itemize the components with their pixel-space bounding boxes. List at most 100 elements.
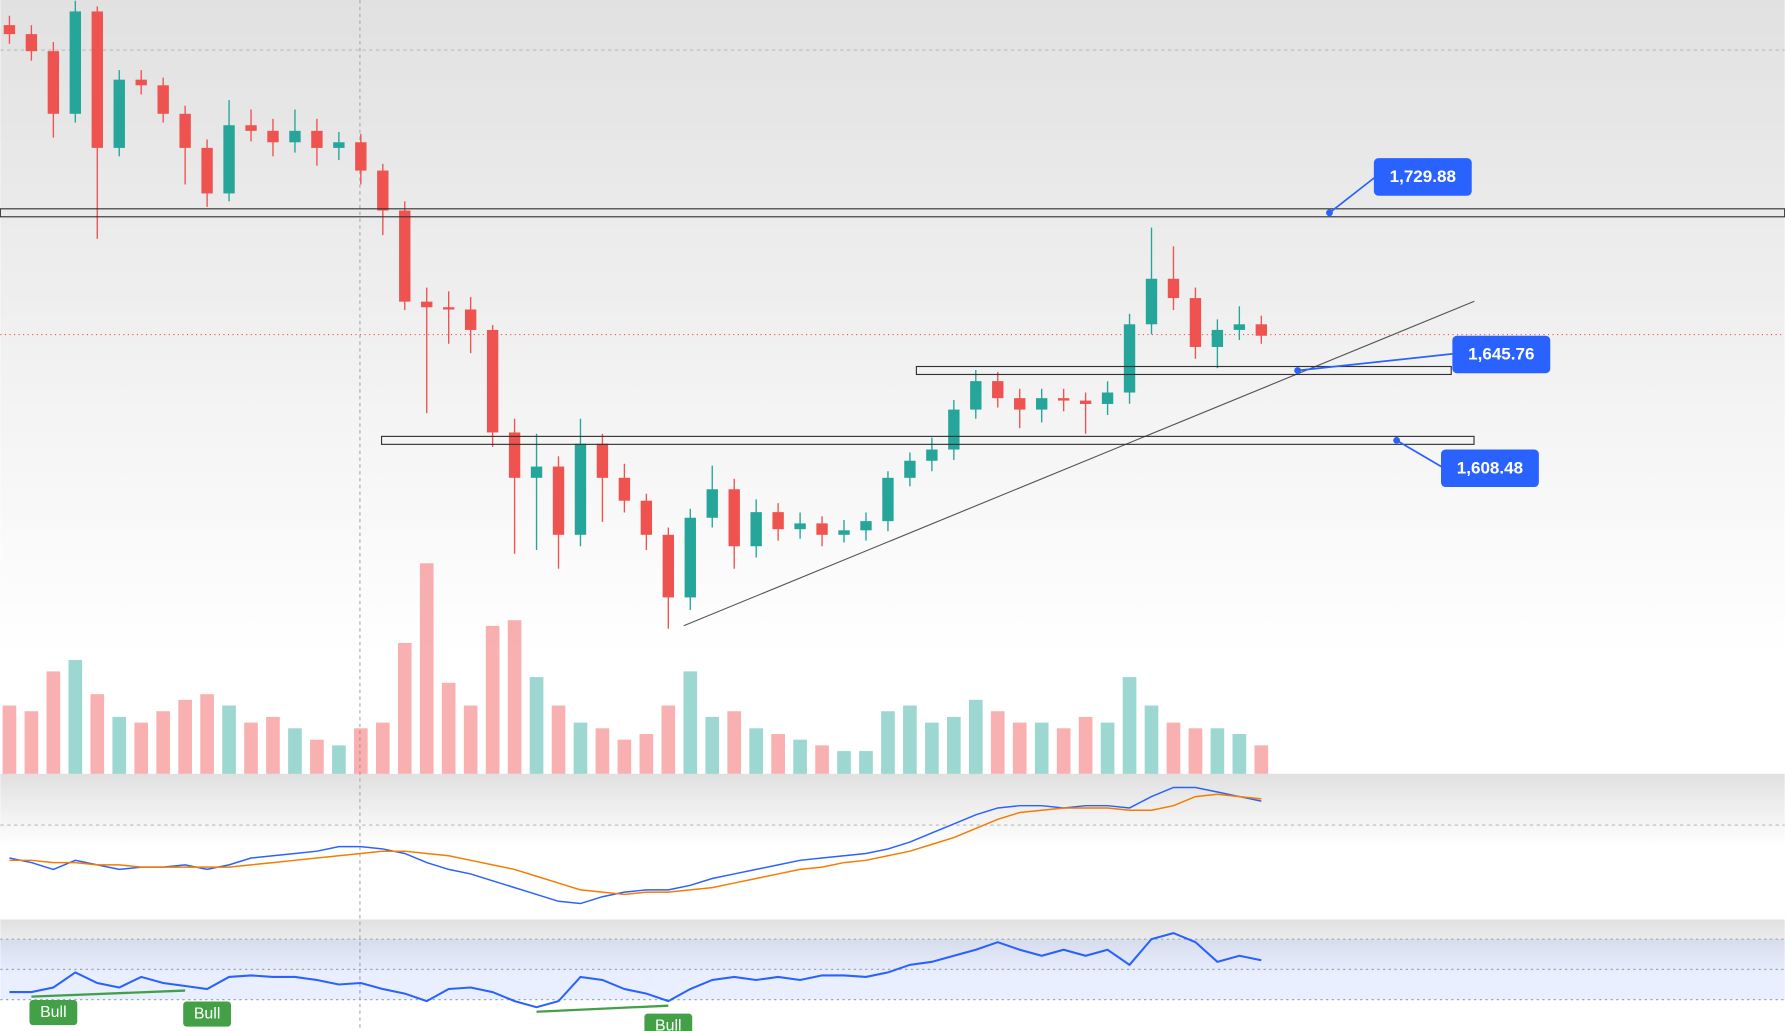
candle-body xyxy=(1167,278,1180,299)
volume-bar xyxy=(397,642,412,774)
candle-body xyxy=(838,530,850,535)
divergence-line xyxy=(536,1004,669,1013)
candle-body xyxy=(179,113,191,148)
candle-body xyxy=(113,79,125,148)
volume-bar xyxy=(1254,745,1269,774)
candle-body xyxy=(1101,392,1114,404)
level-anchor xyxy=(1326,209,1333,217)
bull-label-box xyxy=(644,1013,693,1031)
candle-body xyxy=(1255,324,1268,336)
candle-body xyxy=(91,11,103,148)
volume-bar xyxy=(266,716,280,774)
level-label-box xyxy=(1441,449,1539,488)
candle-body xyxy=(443,307,455,310)
candle-body xyxy=(486,329,499,433)
volume-bar xyxy=(573,722,588,774)
volume-bar xyxy=(793,739,807,774)
level-label: 1,645.76 xyxy=(1468,345,1534,364)
volume-bar xyxy=(178,699,192,774)
candle-body xyxy=(772,512,784,530)
candle-body xyxy=(1123,324,1136,393)
level-label: 1,729.88 xyxy=(1390,167,1456,186)
volume-bar xyxy=(683,671,698,774)
bull-label: Bull xyxy=(40,1004,67,1021)
bull-label-box xyxy=(183,1001,231,1027)
candle-body xyxy=(3,25,16,35)
candle-body xyxy=(377,170,389,211)
volume-bar xyxy=(1144,705,1159,774)
volume-bar xyxy=(1232,733,1247,774)
candle-body xyxy=(640,500,653,535)
level-connector xyxy=(1328,175,1377,214)
candle-body xyxy=(508,432,521,478)
candle-body xyxy=(992,381,1004,399)
volume-bar xyxy=(222,705,236,774)
volume-bar xyxy=(1210,728,1225,774)
candle-body xyxy=(816,523,828,535)
candle-body xyxy=(1079,400,1092,404)
candle-body xyxy=(662,534,675,598)
volume-bar xyxy=(375,722,390,774)
level-anchor xyxy=(1294,367,1302,374)
candle-body xyxy=(904,460,916,478)
volume-bar xyxy=(1012,722,1027,774)
volume-bar xyxy=(771,733,785,774)
candle-body xyxy=(135,79,147,86)
bull-label: Bull xyxy=(194,1005,221,1022)
rsi-line xyxy=(9,932,1262,1009)
candle-body xyxy=(311,130,323,148)
candle-body xyxy=(1233,324,1246,330)
candle-body xyxy=(574,443,587,535)
candle-body xyxy=(728,489,740,547)
candle-body xyxy=(223,125,235,194)
level-zone xyxy=(380,435,1475,445)
candle-body xyxy=(882,477,894,522)
volume-bar xyxy=(925,722,939,774)
candle-body xyxy=(421,301,433,308)
volume-bar xyxy=(441,682,456,774)
trendline xyxy=(683,300,1475,627)
level-label: 1,608.48 xyxy=(1457,458,1523,477)
macd-pane xyxy=(0,773,1785,920)
candle-body xyxy=(530,466,543,478)
volume-bar xyxy=(1122,677,1137,774)
candle-body xyxy=(355,142,367,171)
candle-body xyxy=(1057,398,1070,401)
candle-body xyxy=(684,517,696,598)
candle-body xyxy=(1035,398,1048,410)
level-connector xyxy=(1396,439,1444,469)
rsi-pane xyxy=(0,919,1785,1031)
volume-bar xyxy=(749,728,763,774)
volume-bar xyxy=(463,705,478,774)
volume-bar xyxy=(310,739,324,774)
candle-body xyxy=(750,512,762,547)
volume-bar xyxy=(354,728,368,774)
volume-bar xyxy=(419,563,434,774)
candle-body xyxy=(970,381,982,410)
candle-body xyxy=(245,125,257,131)
candle-body xyxy=(1211,329,1224,347)
candle-body xyxy=(706,489,718,518)
candle-body xyxy=(948,409,960,450)
volume-bar xyxy=(244,722,258,774)
candle-body xyxy=(25,34,38,52)
candle-body xyxy=(860,521,872,531)
divergence-line xyxy=(31,989,186,998)
candle-body xyxy=(596,443,609,478)
volume-bar xyxy=(1166,722,1181,774)
candle-body xyxy=(1014,398,1026,410)
volume-bar xyxy=(903,705,917,774)
volume-bar xyxy=(1100,722,1115,774)
volume-bar xyxy=(595,728,610,774)
candle-body xyxy=(47,51,60,114)
volume-bar xyxy=(837,751,851,774)
volume-bar xyxy=(68,660,83,774)
level-zone xyxy=(915,365,1452,376)
volume-bar xyxy=(1034,722,1049,774)
candle-body xyxy=(69,11,82,114)
price-pane xyxy=(0,0,1785,774)
volume-bar xyxy=(639,733,654,774)
bull-label: Bull xyxy=(655,1017,682,1031)
volume-bar xyxy=(1056,728,1071,774)
